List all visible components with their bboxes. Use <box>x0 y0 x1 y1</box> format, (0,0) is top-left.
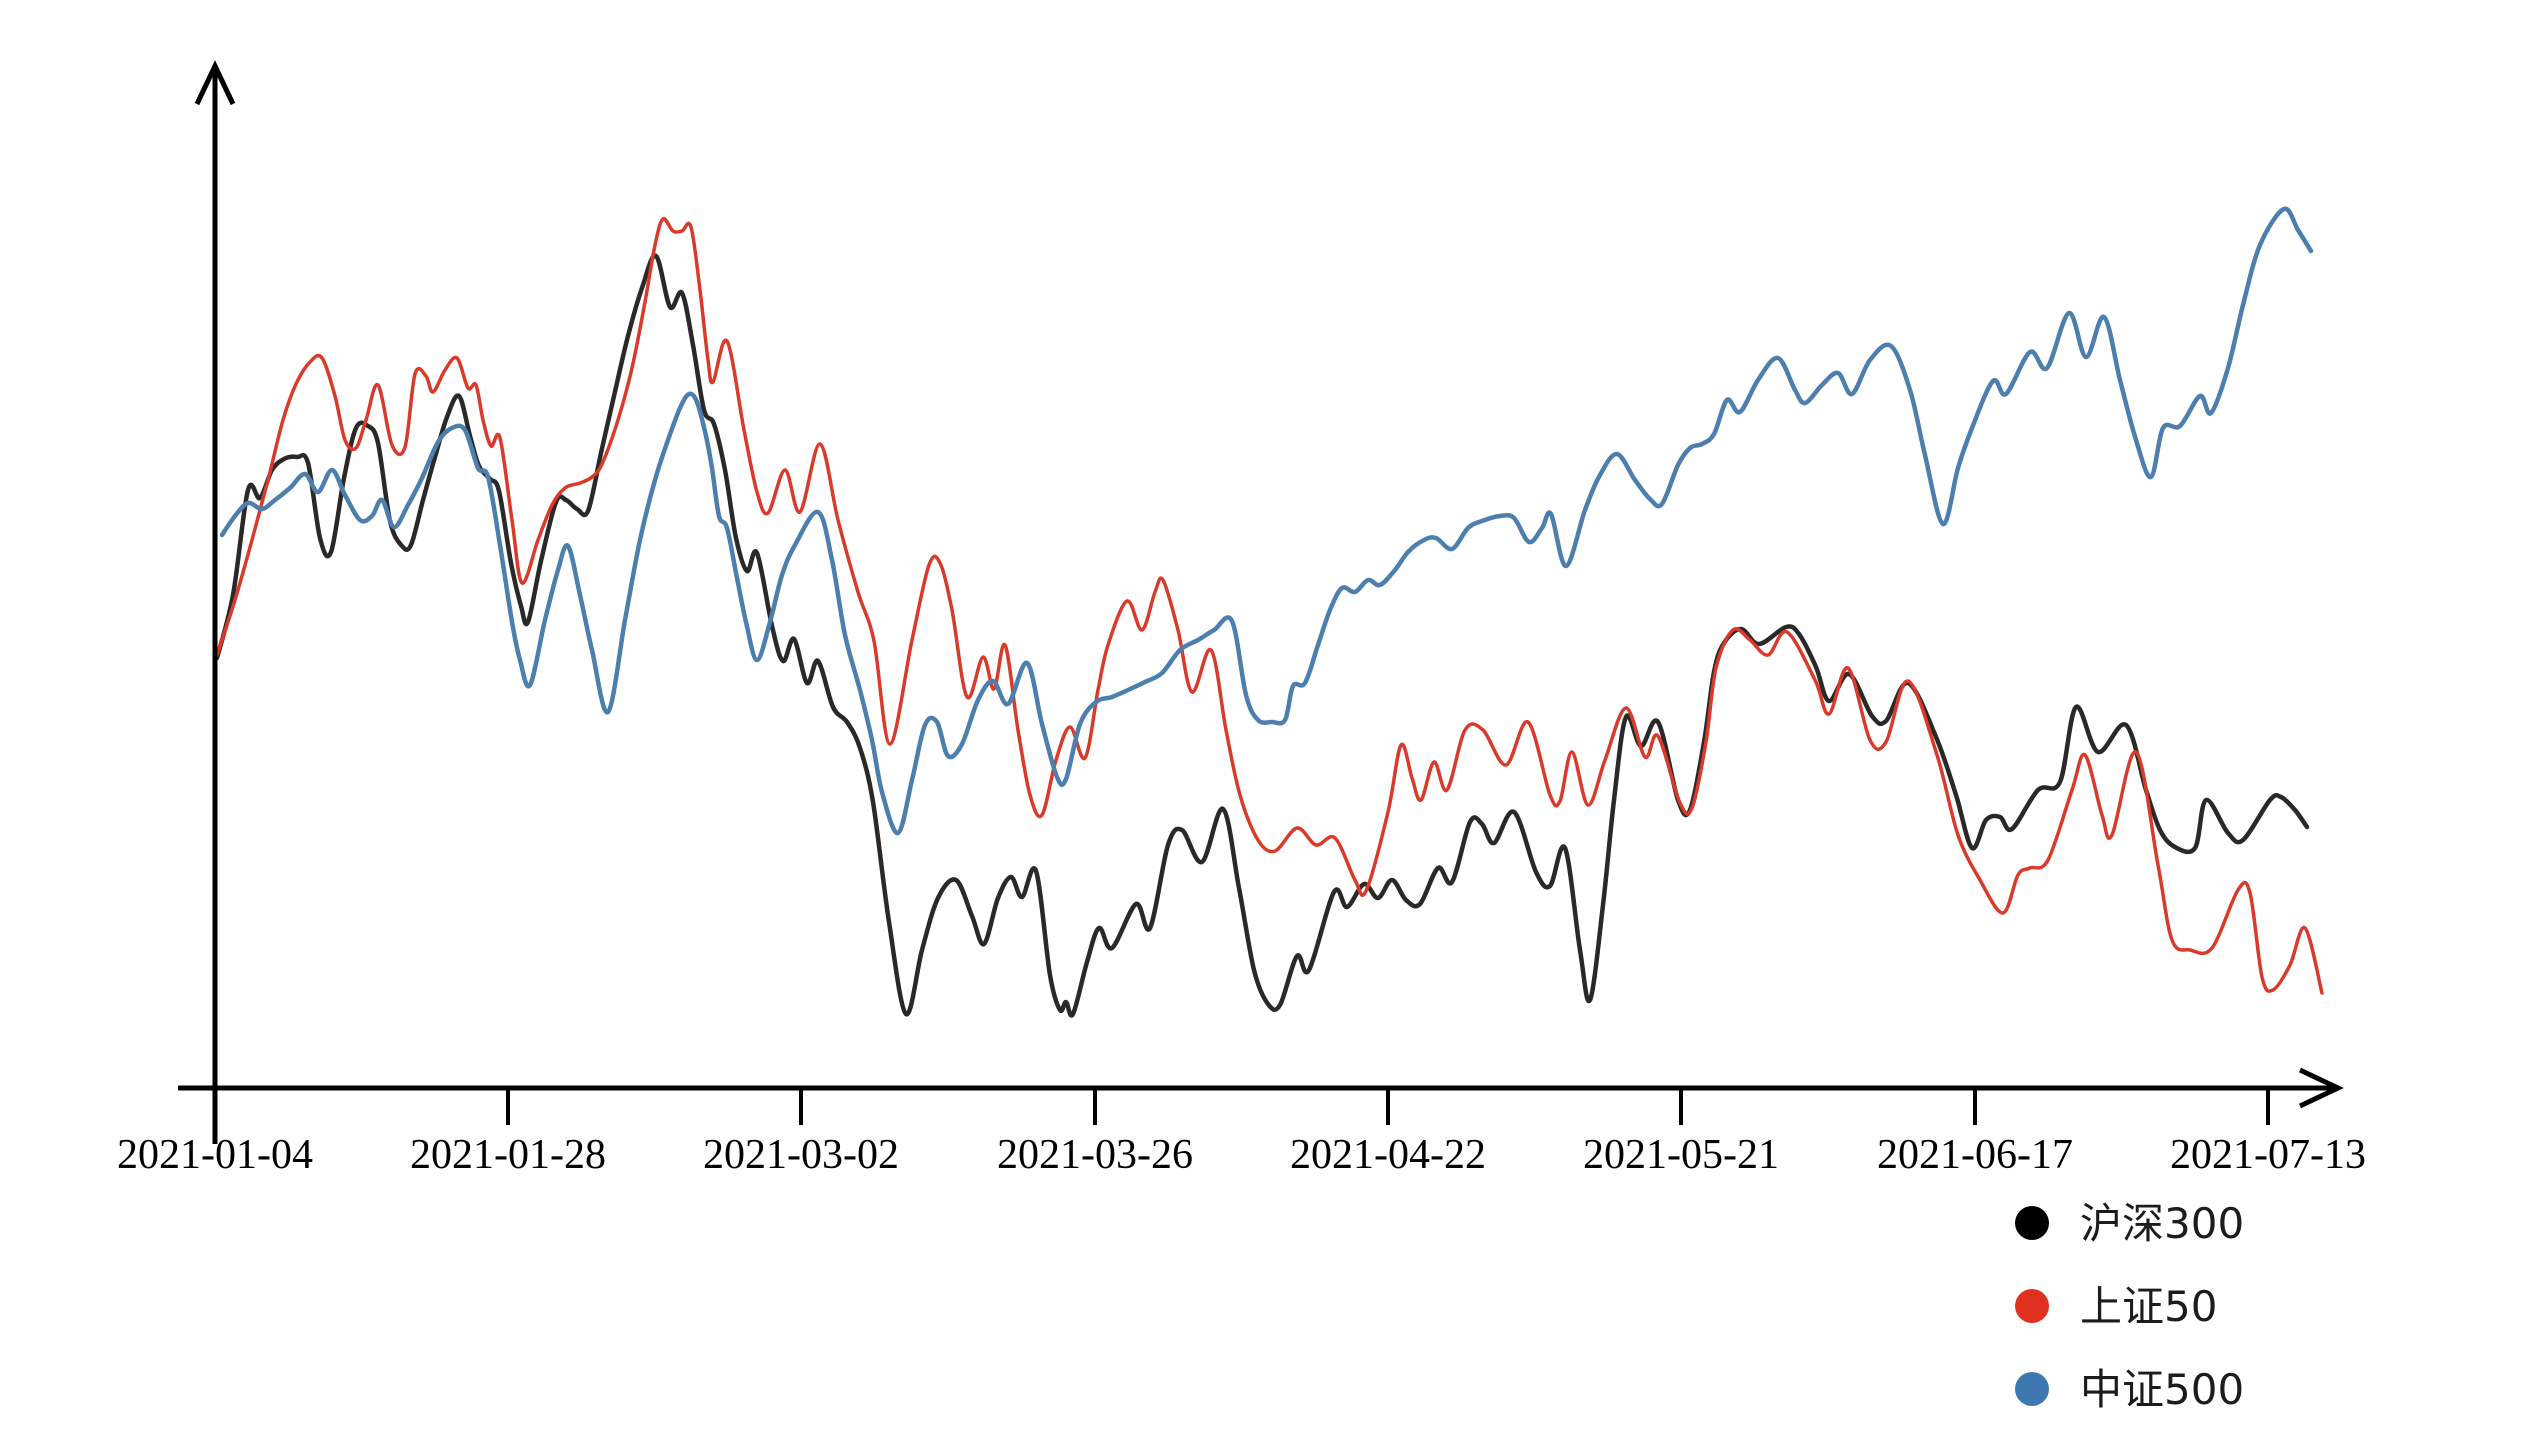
legend-dot-2 <box>2015 1372 2049 1406</box>
legend-label-2: 中证500 <box>2080 1365 2244 1414</box>
legend-dot-1 <box>2015 1289 2049 1323</box>
x-tick-label-4: 2021-04-22 <box>1290 1132 1486 1178</box>
legend-dot-0 <box>2015 1206 2049 1240</box>
x-tick-label-1: 2021-01-28 <box>410 1132 606 1178</box>
x-tick-label-6: 2021-06-17 <box>1877 1132 2073 1178</box>
x-axis-arrowhead-icon <box>2298 1067 2344 1109</box>
x-tick-label-5: 2021-05-21 <box>1583 1132 1779 1178</box>
x-tick-label-7: 2021-07-13 <box>2170 1132 2366 1178</box>
legend-label-0: 沪深300 <box>2080 1199 2244 1248</box>
x-tick-label-3: 2021-03-26 <box>997 1132 1193 1178</box>
series-line-1 <box>215 217 2324 995</box>
legend-label-1: 上证50 <box>2080 1282 2217 1331</box>
series-line-2 <box>219 206 2314 836</box>
x-tick-label-0: 2021-01-04 <box>117 1132 313 1178</box>
y-axis-arrowhead-icon <box>194 60 236 106</box>
x-tick-label-2: 2021-03-02 <box>703 1132 899 1178</box>
